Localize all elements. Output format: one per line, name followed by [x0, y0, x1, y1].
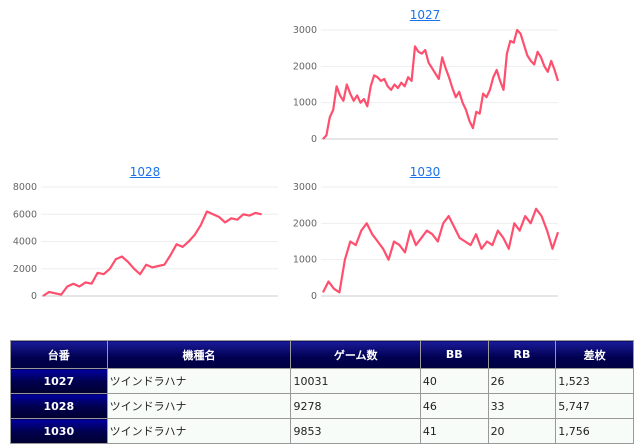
chart-svg: 0 1000 2000 3000 [293, 182, 560, 302]
cell-machine-no[interactable]: 1030 [10, 418, 108, 444]
cell-diff: 1,523 [555, 368, 634, 394]
series-line [322, 28, 560, 140]
cell-rb: 20 [487, 418, 557, 444]
chart-1030: 1030 0 1000 2000 3000 [280, 162, 570, 312]
y-tick-label: 0 [31, 291, 37, 302]
table-row: 1028 ツインドラハナ 9278 46 33 5,747 [10, 393, 634, 419]
chart-svg: 0 2000 4000 6000 8000 [13, 182, 278, 302]
header-diff[interactable]: 差枚 [555, 340, 634, 369]
header-rb[interactable]: RB [487, 340, 557, 369]
header-machine-no[interactable]: 台番 [10, 340, 108, 369]
table-row: 1027 ツインドラハナ 10031 40 26 1,523 [10, 368, 634, 394]
cell-games: 9278 [290, 393, 421, 419]
cell-games: 10031 [290, 368, 421, 394]
cell-diff: 5,747 [555, 393, 634, 419]
y-tick-label: 2000 [293, 61, 317, 72]
y-tick-label: 3000 [293, 182, 317, 193]
chart-title-link[interactable]: 1030 [409, 165, 441, 179]
y-tick-label: 4000 [13, 237, 37, 248]
table-row: 1030 ツインドラハナ 9853 41 20 1,756 [10, 418, 634, 444]
y-tick-label: 0 [311, 291, 317, 302]
y-tick-label: 2000 [13, 264, 37, 275]
series-line [42, 210, 262, 297]
series-line [322, 207, 560, 294]
cell-model: ツインドラハナ [106, 418, 292, 444]
cell-bb: 41 [419, 418, 489, 444]
chart-title-link[interactable]: 1027 [409, 8, 441, 22]
cell-games: 9853 [290, 418, 421, 444]
y-tick-label: 1000 [293, 255, 317, 266]
cell-model: ツインドラハナ [106, 368, 292, 394]
chart-1028: 1028 0 2000 4000 6000 8000 [0, 162, 290, 312]
cell-bb: 40 [419, 368, 489, 394]
y-tick-label: 1000 [293, 98, 317, 109]
y-tick-label: 6000 [13, 209, 37, 220]
header-bb[interactable]: BB [419, 340, 489, 369]
cell-machine-no[interactable]: 1027 [10, 368, 108, 394]
header-model[interactable]: 機種名 [106, 340, 292, 369]
cell-rb: 33 [487, 393, 557, 419]
cell-model: ツインドラハナ [106, 393, 292, 419]
chart-svg: 0 1000 2000 3000 [293, 25, 560, 145]
y-tick-label: 8000 [13, 182, 37, 193]
cell-bb: 46 [419, 393, 489, 419]
y-tick-label: 3000 [293, 25, 317, 36]
chart-title-link[interactable]: 1028 [129, 165, 161, 179]
data-table: 台番 機種名 ゲーム数 BB RB 差枚 1027 ツインドラハナ 10031 40 2… [10, 340, 634, 444]
cell-diff: 1,756 [555, 418, 634, 444]
cell-rb: 26 [487, 368, 557, 394]
y-tick-label: 0 [311, 134, 317, 145]
header-games[interactable]: ゲーム数 [290, 340, 421, 369]
y-tick-label: 2000 [293, 218, 317, 229]
chart-1027: 1027 0 1000 2000 3000 [280, 5, 570, 155]
cell-machine-no[interactable]: 1028 [10, 393, 108, 419]
